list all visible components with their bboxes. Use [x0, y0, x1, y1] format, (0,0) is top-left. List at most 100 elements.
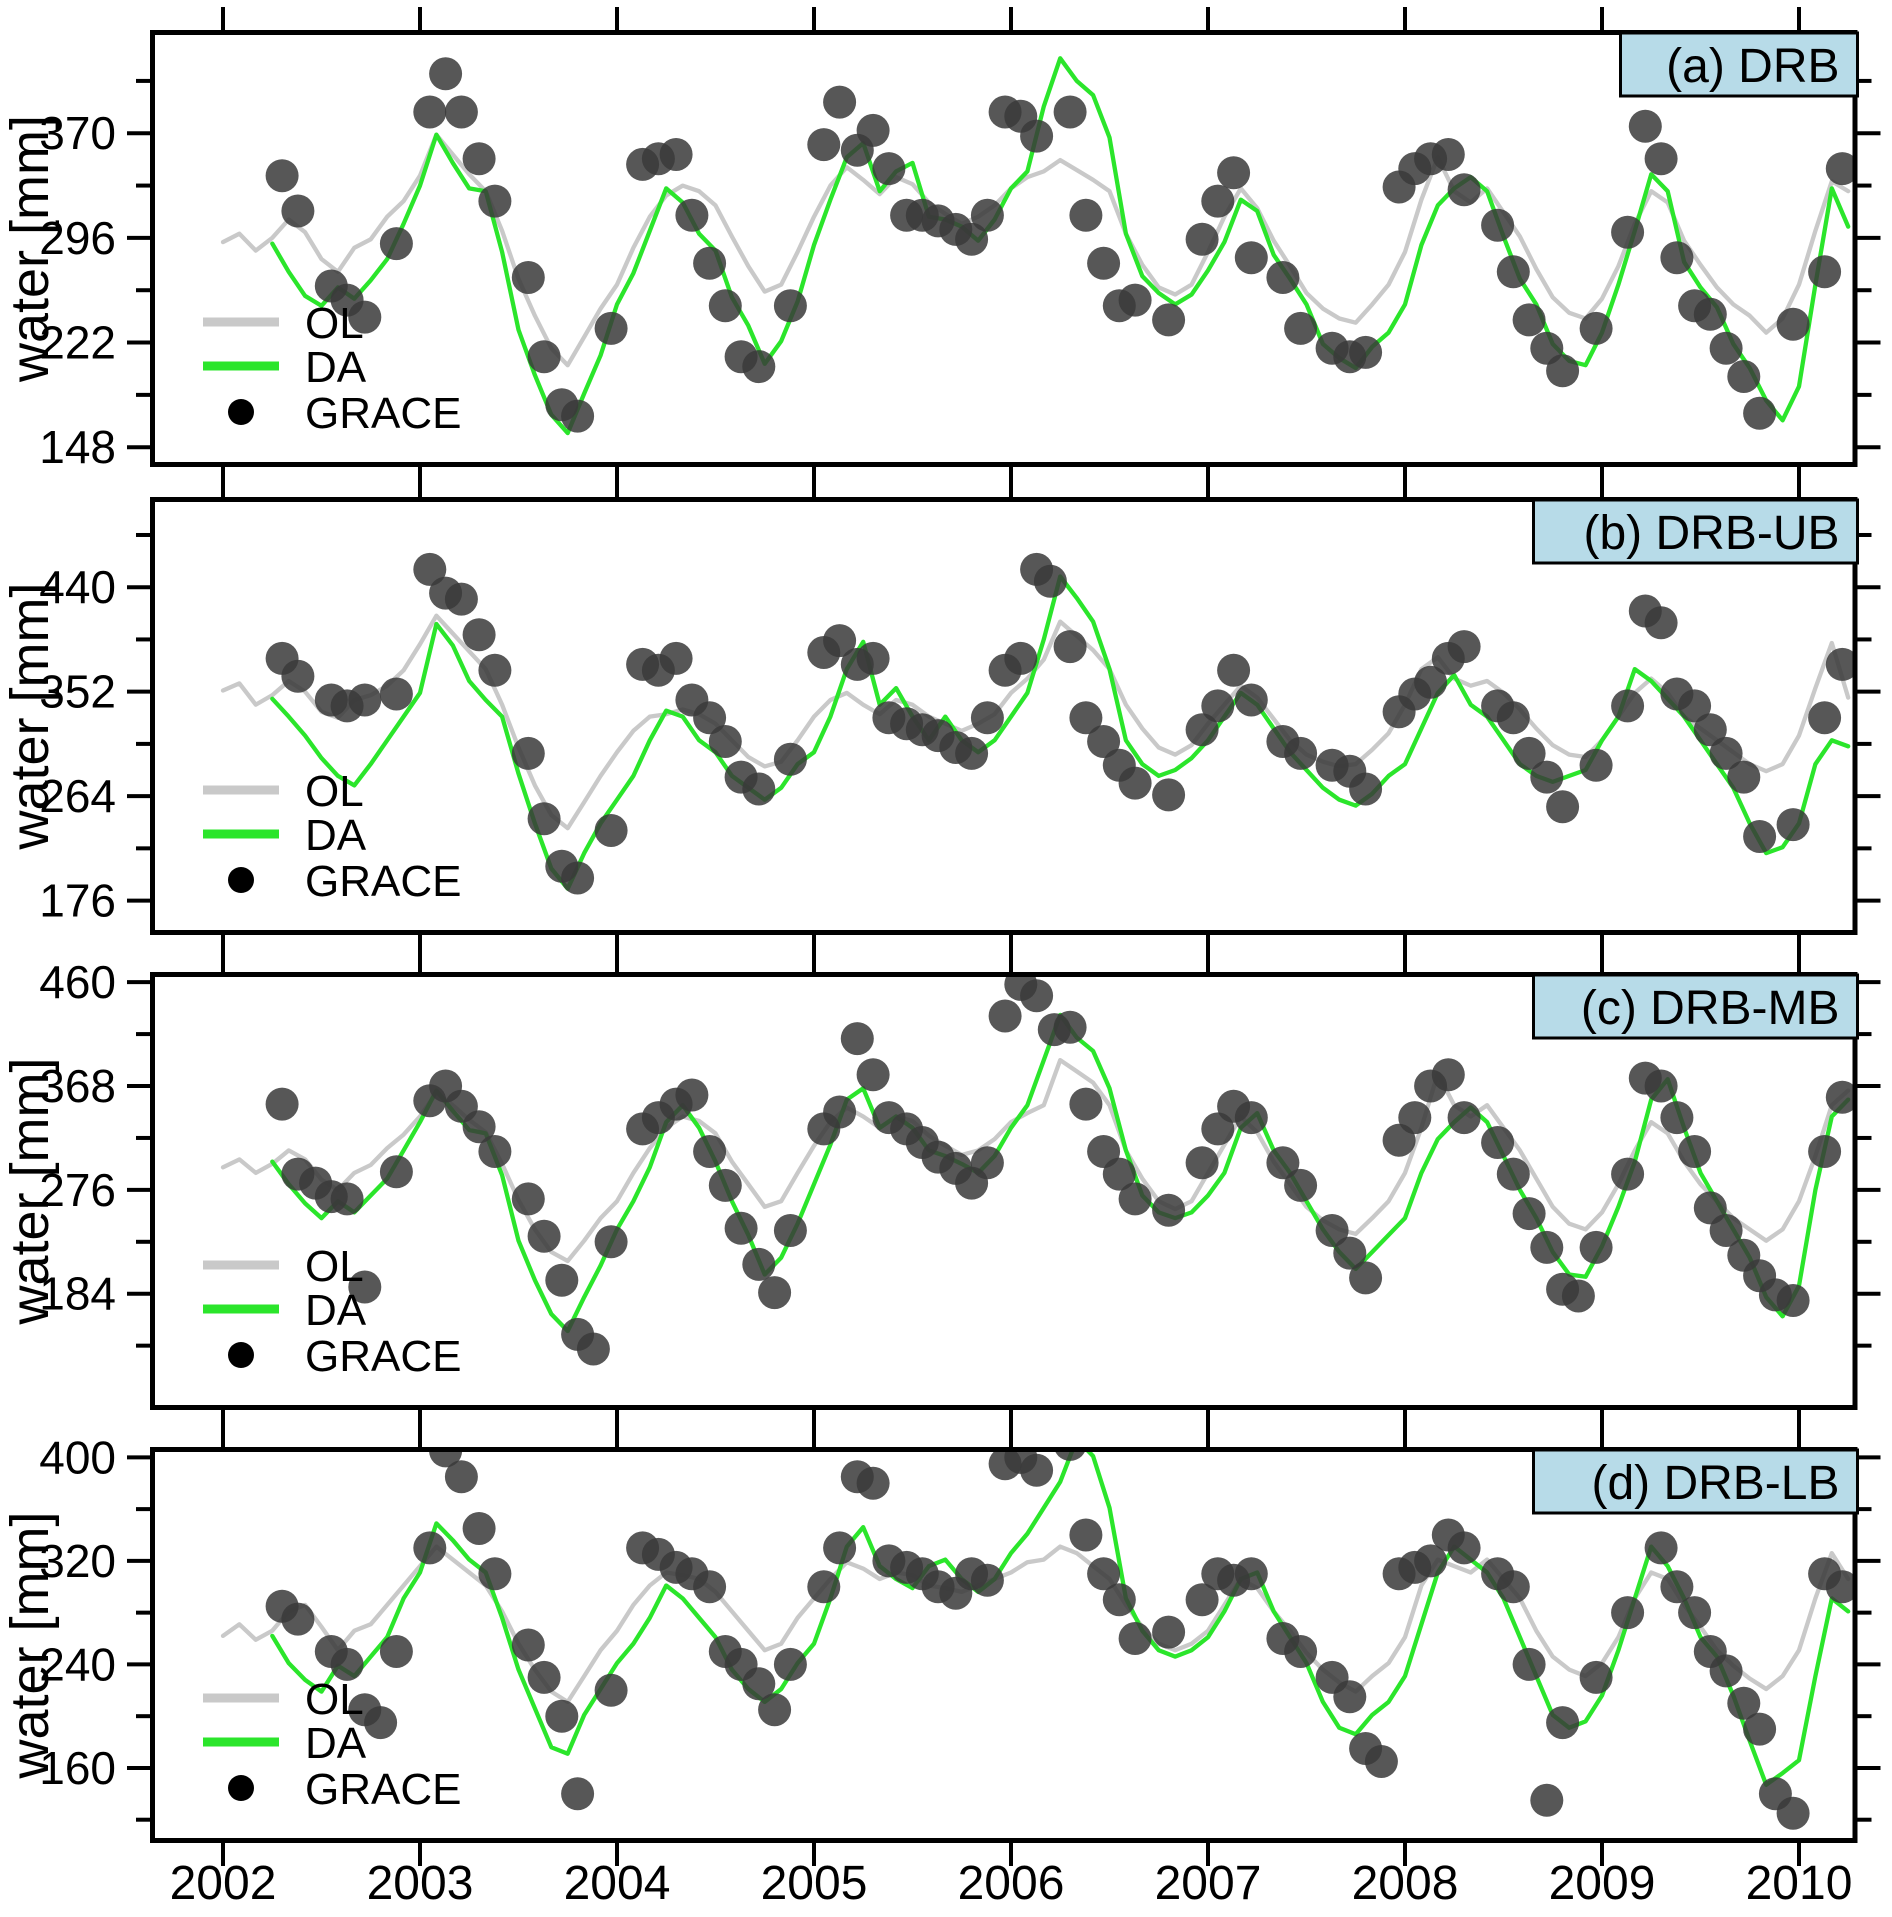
- panel-title-box: [1532, 1448, 1859, 1515]
- grace-point: [527, 340, 561, 374]
- grace-point: [1333, 1680, 1367, 1714]
- grace-point: [1185, 1146, 1219, 1180]
- grace-point: [693, 246, 727, 280]
- da-line: [270, 1452, 1851, 1787]
- panel-title: (b) DRB-UB: [1583, 507, 1839, 560]
- grace-point: [1266, 261, 1300, 294]
- grace-point: [773, 742, 807, 776]
- panel-title: (c) DRB-MB: [1581, 982, 1840, 1035]
- grace-point: [462, 618, 496, 652]
- grace-point: [478, 653, 512, 687]
- grace-point: [576, 1332, 610, 1366]
- grace-point: [462, 142, 496, 176]
- grace-point: [348, 683, 382, 717]
- y-tick-label: 148: [39, 421, 116, 473]
- grace-point: [1364, 1745, 1398, 1778]
- grace-point: [1333, 1236, 1367, 1270]
- y-tick-label: 184: [39, 1268, 116, 1320]
- legend-label: DA: [305, 1719, 367, 1768]
- y-tick-label: 160: [39, 1742, 116, 1794]
- grace-point: [348, 300, 382, 334]
- grace-point: [1579, 748, 1613, 782]
- grace-point: [1546, 1706, 1580, 1740]
- grace-point: [1053, 630, 1087, 664]
- y-tick-label: 370: [39, 107, 116, 159]
- y-axis-title: water [mm]: [0, 582, 60, 850]
- grace-point: [1743, 1712, 1777, 1746]
- legend-label: GRACE: [305, 1765, 461, 1814]
- grace-point: [708, 1168, 742, 1202]
- grace-point: [1678, 1135, 1712, 1168]
- series-group: [220, 56, 1853, 436]
- grace-point: [478, 1557, 512, 1591]
- grace-point: [1069, 198, 1103, 232]
- grace-point: [1727, 760, 1761, 794]
- grace-point: [330, 1647, 364, 1681]
- grace-point: [1020, 119, 1054, 153]
- grace-point: [1118, 1622, 1152, 1655]
- grace-point: [1152, 778, 1186, 812]
- grace-point: [988, 999, 1022, 1033]
- grace-points: [265, 57, 1853, 433]
- grace-point: [330, 1182, 364, 1216]
- grace-point: [742, 772, 776, 806]
- grace-point: [1579, 311, 1613, 345]
- grace-point: [1644, 1069, 1678, 1103]
- grace-point: [462, 1110, 496, 1144]
- grace-point: [1644, 1531, 1678, 1565]
- grace-point: [1349, 335, 1383, 369]
- da-line: [270, 56, 1851, 436]
- panel-title-box: [1532, 498, 1859, 565]
- grace-point: [1727, 360, 1761, 393]
- x-tick-label: 2010: [1746, 1857, 1853, 1910]
- grace-point: [742, 350, 776, 384]
- grace-points: [265, 977, 1853, 1366]
- grace-point: [773, 289, 807, 323]
- grace-point: [1693, 713, 1727, 747]
- grace-point: [1693, 297, 1727, 331]
- panel-title: (d) DRB-LB: [1591, 1457, 1839, 1510]
- grace-point: [281, 194, 315, 228]
- legend-swatch-grace-dot: [228, 1342, 254, 1368]
- grace-point: [693, 1570, 727, 1604]
- grace-point: [1496, 1570, 1530, 1604]
- grace-point: [379, 227, 413, 261]
- y-axis-title: water [mm]: [0, 115, 60, 383]
- grace-point: [970, 1563, 1004, 1597]
- grace-point: [265, 1087, 299, 1121]
- grace-point: [840, 1022, 874, 1056]
- grace-point: [379, 677, 413, 711]
- legend-label: OL: [305, 767, 364, 816]
- grace-point: [1512, 736, 1546, 770]
- grace-point: [511, 1182, 545, 1216]
- grace-point: [1709, 1214, 1743, 1247]
- grace-point: [511, 261, 545, 294]
- grace-point: [1055, 1452, 1085, 1461]
- grace-point: [1709, 1654, 1743, 1688]
- grace-point: [1481, 208, 1515, 242]
- grace-point: [659, 641, 693, 675]
- grace-point: [594, 1673, 628, 1707]
- grace-point: [1004, 641, 1038, 675]
- grace-point: [758, 1693, 792, 1727]
- x-tick-label: 2006: [958, 1857, 1065, 1910]
- grace-point: [1808, 701, 1842, 735]
- x-tick-label: 2004: [564, 1857, 671, 1910]
- grace-point: [693, 1135, 727, 1168]
- grace-point: [758, 1276, 792, 1310]
- grace-point: [348, 1270, 382, 1304]
- grace-point: [1743, 396, 1777, 430]
- grace-point: [1266, 1146, 1300, 1180]
- grace-point: [1284, 311, 1318, 345]
- grace-point: [1020, 979, 1054, 1013]
- grace-point: [1546, 790, 1580, 824]
- grace-point: [1447, 1531, 1481, 1565]
- grace-point: [1398, 1101, 1432, 1135]
- grace-point: [1496, 1157, 1530, 1191]
- grace-point: [724, 1211, 758, 1245]
- grace-point: [364, 1706, 398, 1740]
